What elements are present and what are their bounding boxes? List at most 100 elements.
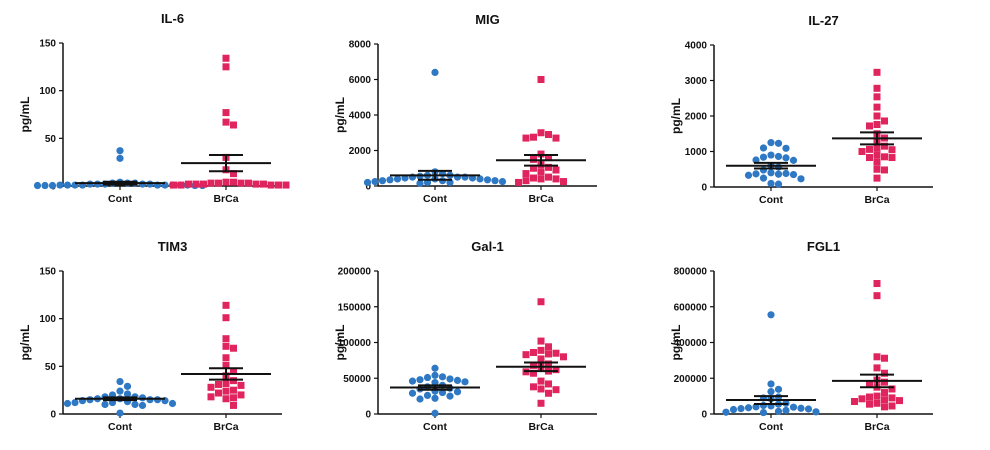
data-point-cont [116, 154, 124, 162]
y-tick-label: 200000 [338, 267, 372, 278]
data-point-cont [729, 405, 738, 414]
data-point-brca [873, 93, 881, 101]
data-point-brca [192, 180, 200, 188]
data-point-brca [537, 355, 545, 363]
y-axis-label: pg/mL [333, 325, 347, 361]
data-point-cont [101, 400, 109, 409]
data-point-cont [722, 408, 730, 416]
y-tick-label: 0 [701, 410, 707, 421]
data-point-cont [431, 409, 439, 417]
data-point-brca [230, 367, 237, 375]
y-tick-label: 50 [45, 362, 57, 373]
panel-mig: MIG pg/mL 0 2000 4000 6000 8000 Cont BrCa [333, 12, 597, 205]
data-point-brca [522, 170, 530, 178]
data-point-cont [423, 373, 432, 382]
y-tick-label: 0 [365, 410, 371, 421]
panel-title: IL-27 [808, 13, 838, 28]
data-point-cont [476, 175, 484, 183]
data-point-cont [767, 151, 775, 159]
data-point-brca [873, 174, 881, 182]
data-point-cont [789, 403, 798, 411]
data-point-cont [774, 180, 783, 188]
data-point-brca [552, 386, 560, 394]
data-point-cont [774, 139, 783, 147]
x-tick-label: BrCa [864, 194, 889, 206]
data-point-brca [537, 337, 545, 345]
data-point-brca [888, 154, 896, 162]
data-point-cont [767, 380, 775, 388]
data-point-cont [461, 378, 469, 386]
data-point-brca [888, 385, 896, 393]
data-point-brca [888, 402, 896, 410]
y-tick-label: 1000 [685, 147, 708, 158]
data-point-brca [560, 178, 567, 186]
x-tick-label: Cont [108, 193, 132, 205]
data-point-brca [881, 166, 888, 174]
data-point-cont [752, 403, 760, 411]
panel-il-27: IL-27 pg/mL 0 1000 2000 3000 4000 Cont BrCa [669, 13, 933, 206]
data-point-cont [782, 144, 790, 152]
y-tick-label: 4000 [685, 41, 708, 52]
data-point-cont [63, 181, 72, 189]
y-axis-label: pg/mL [669, 325, 683, 361]
data-point-cont [453, 376, 462, 384]
data-point-cont [431, 364, 439, 372]
data-point-brca [873, 292, 881, 300]
data-point-brca [537, 298, 545, 306]
x-tick-label: BrCa [528, 193, 553, 205]
data-point-brca [881, 117, 888, 125]
data-point-brca [873, 151, 881, 159]
data-point-brca [230, 394, 237, 402]
y-tick-label: 800000 [674, 267, 708, 278]
data-point-cont [782, 154, 790, 162]
data-point-brca [177, 181, 185, 189]
data-point-cont [33, 181, 42, 190]
y-tick-label: 100000 [338, 338, 372, 349]
data-point-cont [386, 176, 394, 184]
y-tick-label: 6000 [349, 75, 372, 86]
data-point-brca [222, 361, 230, 369]
data-point-brca [866, 400, 873, 408]
data-point-cont [491, 177, 499, 185]
data-point-cont [812, 408, 820, 416]
data-point-cont [71, 398, 79, 407]
data-point-cont [774, 152, 783, 161]
data-point-brca [215, 380, 222, 388]
data-point-brca [537, 76, 545, 83]
data-point-brca [888, 394, 896, 402]
data-point-cont [774, 385, 783, 393]
data-point-brca [260, 180, 267, 188]
data-point-brca [873, 280, 881, 288]
data-point-cont [759, 174, 768, 182]
data-point-cont [483, 176, 492, 184]
data-point-brca [545, 343, 552, 351]
data-point-brca [873, 84, 881, 92]
data-point-cont [438, 388, 447, 397]
x-tick-label: Cont [423, 193, 447, 205]
data-point-cont [363, 178, 372, 187]
data-point-brca [222, 335, 230, 343]
data-point-cont [131, 400, 139, 409]
data-point-cont [752, 170, 760, 178]
data-point-cont [423, 391, 432, 400]
data-point-brca [545, 131, 552, 139]
data-point-cont [759, 153, 768, 161]
data-point-brca [881, 153, 888, 161]
panel-fgl1: FGL1 pg/mL 0 200000 400000 600000 800000 Cont Br… [669, 239, 933, 433]
data-point-brca [537, 175, 545, 183]
y-axis-label: pg/mL [18, 97, 32, 133]
data-point-cont [789, 170, 798, 179]
data-point-brca [222, 342, 230, 350]
data-point-cont [378, 177, 387, 185]
data-point-cont [63, 399, 72, 408]
data-point-cont [408, 377, 417, 385]
data-point-cont [767, 311, 775, 319]
panel-title: FGL1 [807, 239, 840, 254]
data-point-brca [207, 179, 215, 187]
data-point-brca [530, 383, 537, 391]
data-point-cont [123, 390, 132, 398]
data-point-cont [797, 175, 805, 183]
data-point-brca [222, 109, 230, 117]
data-point-brca [222, 354, 230, 362]
